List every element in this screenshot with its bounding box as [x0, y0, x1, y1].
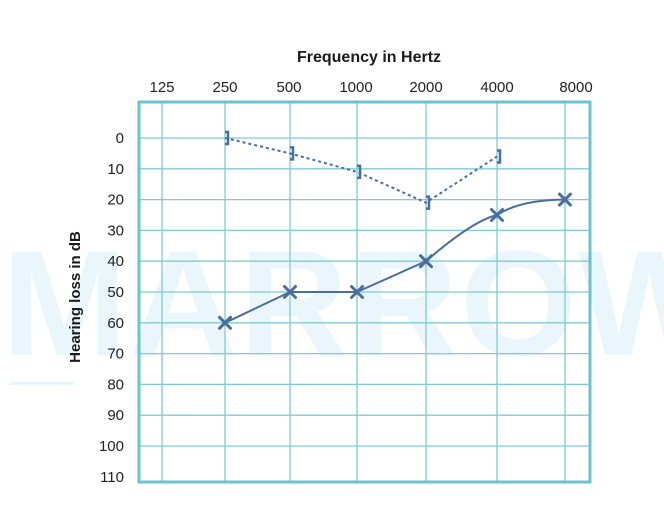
data-point-x-marker: [350, 285, 364, 299]
x-tick-label: 125: [149, 79, 174, 96]
x-tick-labels: 125 250 500 1000 2000 4000 8000: [149, 79, 592, 96]
y-tick-label: 100: [99, 438, 124, 455]
watermark-underline: [10, 382, 74, 385]
x-tick-label: 250: [212, 79, 237, 96]
x-tick-label: 2000: [409, 79, 442, 96]
plot-frame: [137, 100, 592, 484]
y-tick-label: 110: [100, 469, 124, 486]
y-tick-label: 70: [107, 346, 124, 363]
data-point-bracket-marker: [225, 130, 230, 146]
data-point-x-marker: [558, 192, 572, 207]
y-tick-label: 40: [107, 253, 124, 270]
data-point-bracket-marker: [497, 149, 502, 164]
y-tick-label: 10: [107, 161, 124, 178]
data-point-x-marker: [218, 315, 232, 330]
y-tick-label: 20: [107, 192, 124, 209]
data-point-bracket-marker: [426, 195, 431, 210]
data-point-x-marker: [419, 254, 433, 269]
chart-title: Frequency in Hertz: [297, 49, 441, 66]
y-tick-label: 90: [107, 407, 124, 424]
data-point-x-marker: [283, 285, 297, 299]
y-tick-label: 60: [107, 315, 124, 332]
data-point-bracket-marker: [290, 146, 295, 161]
y-tick-label: 0: [116, 130, 124, 147]
watermark: MARROW: [2, 219, 664, 387]
x-tick-label: 500: [276, 79, 301, 96]
y-tick-label: 30: [107, 222, 124, 239]
y-axis-label: Hearing loss in dB: [67, 231, 84, 363]
y-tick-label: 80: [107, 376, 124, 393]
grid: [139, 102, 590, 482]
series-line-dotted: [224, 137, 498, 204]
data-point-x-marker: [490, 208, 504, 222]
x-tick-label: 8000: [559, 79, 592, 96]
y-tick-label: 50: [107, 284, 124, 301]
data-point-bracket-marker: [357, 164, 362, 180]
y-tick-labels: 0 10 20 30 40 50 60 70 80 90 100 110: [99, 130, 124, 486]
series-layer: [218, 130, 572, 330]
x-tick-label: 1000: [339, 79, 372, 96]
x-tick-label: 4000: [480, 79, 513, 96]
